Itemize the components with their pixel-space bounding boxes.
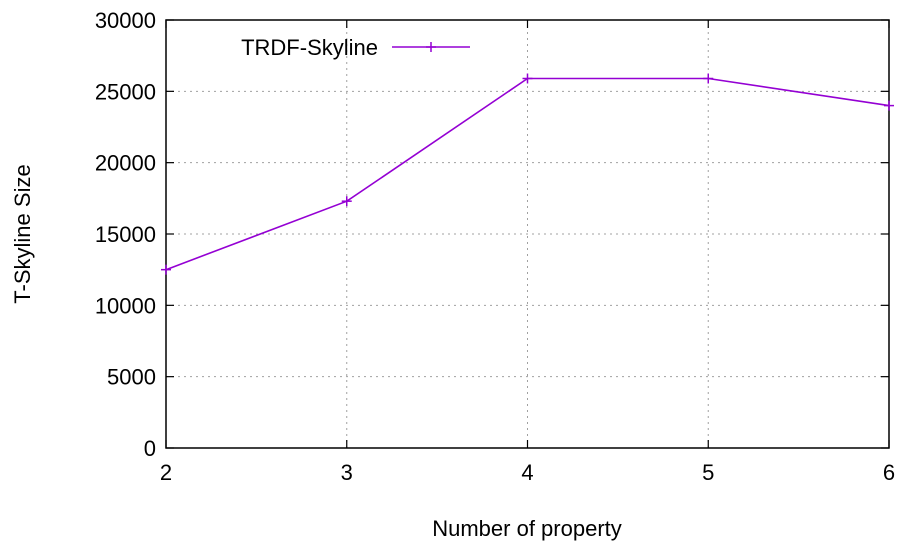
x-tick-label: 2 <box>160 460 172 485</box>
legend-marker-plus <box>426 42 436 52</box>
data-point-marker <box>341 196 352 207</box>
grid-lines <box>166 20 889 448</box>
x-tick-label: 3 <box>341 460 353 485</box>
y-tick-label: 15000 <box>95 222 156 247</box>
legend-label-trdf-skyline: TRDF-Skyline <box>241 35 378 60</box>
series-layer <box>161 73 894 275</box>
x-tick-label: 4 <box>521 460 533 485</box>
series-line-trdf-skyline <box>165 77 890 271</box>
y-axis-title: T-Skyline Size <box>10 164 35 303</box>
data-point-marker <box>884 100 894 111</box>
data-point-marker <box>703 73 714 84</box>
y-tick-label: 25000 <box>95 79 156 104</box>
x-axis-tick-labels: 2 3 4 5 6 <box>160 460 895 485</box>
data-point-marker <box>522 73 533 84</box>
y-tick-label: 5000 <box>107 365 156 390</box>
x-tick-label: 6 <box>883 460 895 485</box>
y-tick-label: 20000 <box>95 151 156 176</box>
x-axis-title: Number of property <box>432 516 622 541</box>
y-tick-label: 30000 <box>95 8 156 33</box>
axis-ticks <box>165 19 890 449</box>
y-axis-tick-labels: 0 5000 10000 15000 20000 25000 30000 <box>95 8 156 461</box>
y-tick-label: 0 <box>144 436 156 461</box>
y-tick-label: 10000 <box>95 293 156 318</box>
legend: TRDF-Skyline <box>241 35 470 60</box>
x-tick-label: 5 <box>702 460 714 485</box>
data-point-marker <box>161 264 171 275</box>
